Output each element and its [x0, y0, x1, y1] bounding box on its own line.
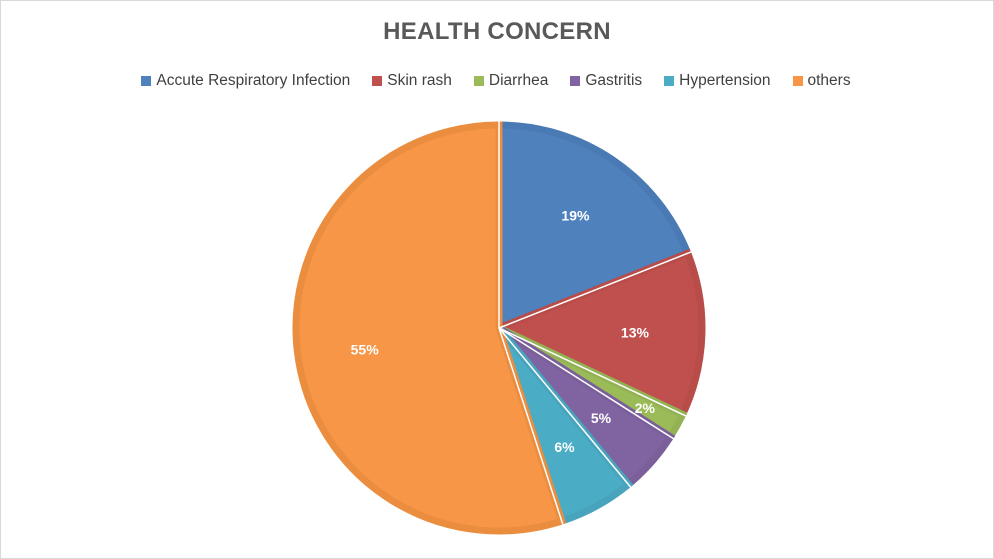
legend-swatch [372, 76, 383, 86]
legend-swatch [570, 76, 581, 86]
legend-swatch [664, 76, 675, 86]
slice-separator [498, 251, 692, 329]
slice-data-label: 13% [621, 324, 650, 340]
legend-label: Diarrhea [488, 72, 549, 89]
legend-swatch [141, 76, 152, 86]
legend-entry: others [792, 72, 851, 90]
legend-entry: Diarrhea [473, 72, 549, 90]
slice-data-label: 19% [561, 208, 590, 224]
slice-data-label: 2% [635, 400, 656, 416]
legend-label: Gastritis [585, 72, 643, 89]
slice-separator [498, 327, 687, 417]
slice-data-label: 5% [591, 410, 612, 426]
legend-swatch [792, 76, 803, 86]
pie-slice [490, 248, 706, 420]
legend-label: Skin rash [387, 72, 452, 89]
legend-entry: Skin rash [372, 72, 452, 90]
legend-label: Accute Respiratory Infection [156, 72, 351, 89]
legend-entry: Accute Respiratory Infection [141, 72, 350, 90]
legend-swatch [473, 76, 484, 86]
slice-separator [498, 327, 675, 440]
legend-entry: Gastritis [570, 72, 642, 90]
pie-slice [495, 121, 693, 334]
chart-legend: Accute Respiratory Infection Skin rash Dia… [0, 72, 994, 90]
legend-entry: Hypertension [664, 72, 771, 90]
chart-title: HEALTH CONCERN [383, 18, 611, 45]
slice-data-label: 55% [351, 341, 380, 357]
pie-slice [292, 121, 567, 535]
slice-separator [498, 327, 632, 488]
legend-label: Hypertension [679, 72, 771, 89]
slice-separator [498, 327, 564, 526]
legend-label: others [807, 72, 851, 89]
slice-data-label: 6% [554, 439, 575, 455]
